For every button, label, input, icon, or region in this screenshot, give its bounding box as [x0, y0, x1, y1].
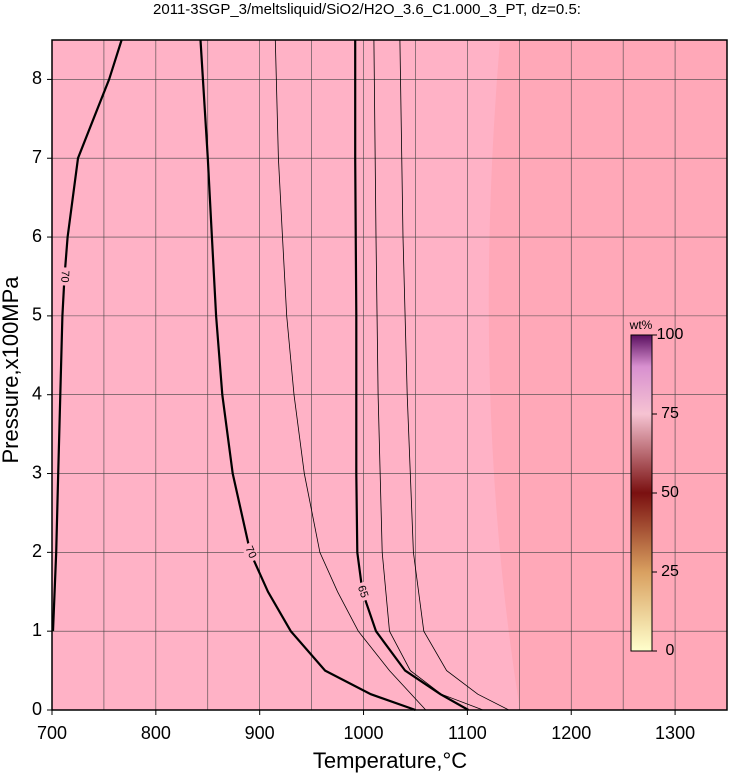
chart-title: 2011-3SGP_3/meltsliquid/SiO2/H2O_3.6_C1.… [153, 1, 581, 18]
x-axis-label: Temperature,°C [313, 748, 467, 773]
contour-label: 65 [355, 584, 370, 599]
x-tick-label: 800 [141, 723, 171, 743]
y-tick-label: 1 [32, 620, 42, 640]
contour-label: 70 [242, 544, 258, 560]
y-tick-label: 3 [32, 462, 42, 482]
x-tick-label: 900 [245, 723, 275, 743]
contour-line [373, 39, 484, 711]
contour-label-group: 70 [241, 541, 260, 564]
colorbar-label: wt% [629, 318, 653, 332]
contour-label-bg [353, 581, 372, 603]
x-tick-label: 700 [37, 723, 67, 743]
contour-label-bg [241, 541, 260, 564]
x-tick-label: 1000 [344, 723, 384, 743]
plot-fill [52, 40, 520, 710]
contour-line [199, 39, 416, 712]
x-tick-label: 1200 [551, 723, 591, 743]
colorbar-tick-label: 100 [657, 326, 684, 343]
contour-label-group: 70 [57, 267, 71, 286]
colorbar-tick-label: 75 [661, 405, 679, 422]
contour-line [399, 39, 510, 711]
colorbar [630, 334, 653, 652]
contour-label-bg [57, 267, 71, 286]
y-tick-label: 5 [32, 305, 42, 325]
contour-label-group: 65 [353, 581, 372, 603]
colorbar-tick-label: 25 [661, 563, 679, 580]
y-tick-label: 8 [32, 68, 42, 88]
y-tick-label: 7 [32, 147, 42, 167]
y-tick-label: 2 [32, 541, 42, 561]
contour-label: 70 [58, 270, 71, 283]
x-tick-label: 1100 [448, 723, 487, 743]
plot-area: 70 70 65 [51, 39, 727, 712]
plot-frame [51, 39, 728, 711]
contour-line [274, 39, 427, 711]
x-tick-label: 1300 [655, 723, 695, 743]
y-tick-label: 4 [32, 383, 42, 403]
colorbar-tick-label: 50 [661, 484, 679, 501]
colorbar-tick-label: 0 [666, 642, 675, 659]
y-tick-label: 6 [32, 226, 42, 246]
y-tick-label: 0 [32, 699, 42, 719]
y-axis-label: Pressure,x100MPa [0, 276, 23, 464]
contour-line [354, 40, 469, 711]
